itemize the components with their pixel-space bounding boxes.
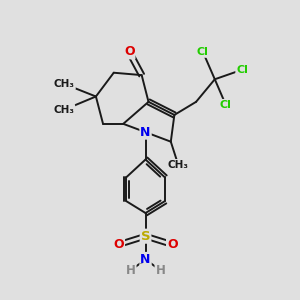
Text: CH₃: CH₃	[53, 105, 74, 115]
Text: N: N	[140, 126, 151, 139]
Text: H: H	[155, 264, 165, 277]
Text: O: O	[124, 45, 134, 58]
Text: CH₃: CH₃	[54, 79, 75, 89]
Text: O: O	[113, 238, 124, 251]
Text: Cl: Cl	[197, 47, 209, 57]
Text: H: H	[126, 264, 136, 277]
Text: S: S	[141, 230, 150, 243]
Text: –: –	[137, 258, 142, 268]
Text: Cl: Cl	[220, 100, 232, 110]
Text: N: N	[140, 253, 151, 266]
Text: O: O	[167, 238, 178, 251]
Text: Cl: Cl	[236, 65, 248, 75]
Text: CH₃: CH₃	[168, 160, 189, 170]
